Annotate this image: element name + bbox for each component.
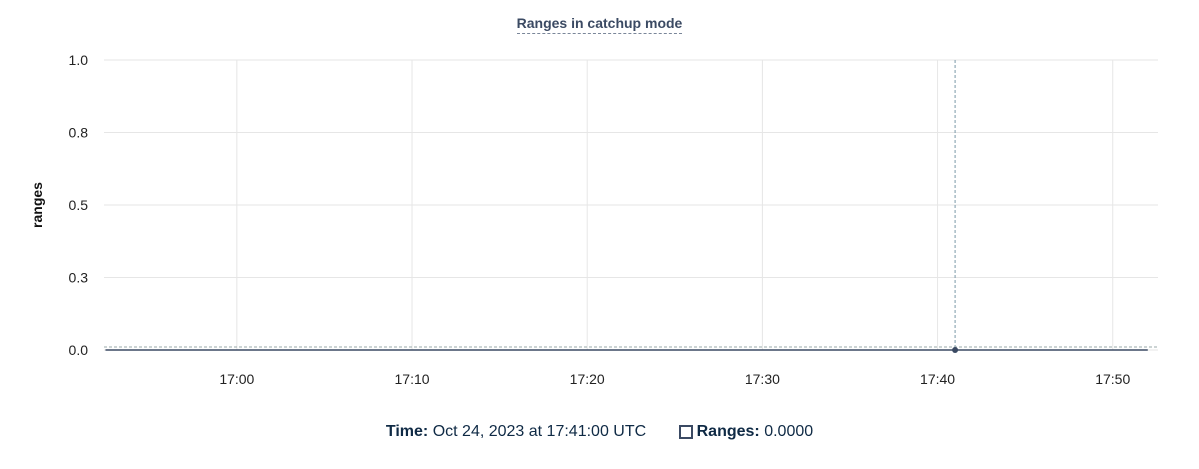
x-tick-label: 17:10: [395, 371, 430, 387]
legend-series-value: 0.0000: [764, 423, 814, 440]
hover-point: [952, 347, 959, 353]
y-axis-label: ranges: [29, 182, 45, 228]
x-tick-label: 17:30: [745, 371, 780, 387]
x-tick-label: 17:40: [920, 371, 955, 387]
y-tick-label: 0.0: [69, 342, 89, 358]
y-tick-label: 0.3: [69, 270, 89, 286]
x-tick-label: 17:50: [1095, 371, 1130, 387]
y-tick-label: 0.5: [69, 197, 89, 213]
legend-time-label: Time:: [385, 423, 429, 440]
legend-time-value: Oct 24, 2023 at 17:41:00 UTC: [432, 423, 647, 440]
y-tick-label: 0.8: [69, 125, 89, 141]
series-toggle-checkbox[interactable]: [678, 425, 693, 439]
x-tick-label: 17:20: [570, 371, 605, 387]
chart-title[interactable]: Ranges in catchup mode: [0, 15, 1199, 34]
legend-series-label: Ranges:: [696, 423, 760, 440]
y-tick-label: 1.0: [69, 52, 89, 68]
chart-plot[interactable]: 0.0 0.3 0.5 0.8 1.0 17:00 17:10 17:20 17:30 17:40…: [0, 0, 1199, 410]
x-tick-label: 17:00: [219, 371, 254, 387]
legend: Time: Oct 24, 2023 at 17:41:00 UTC Range…: [0, 423, 1199, 441]
